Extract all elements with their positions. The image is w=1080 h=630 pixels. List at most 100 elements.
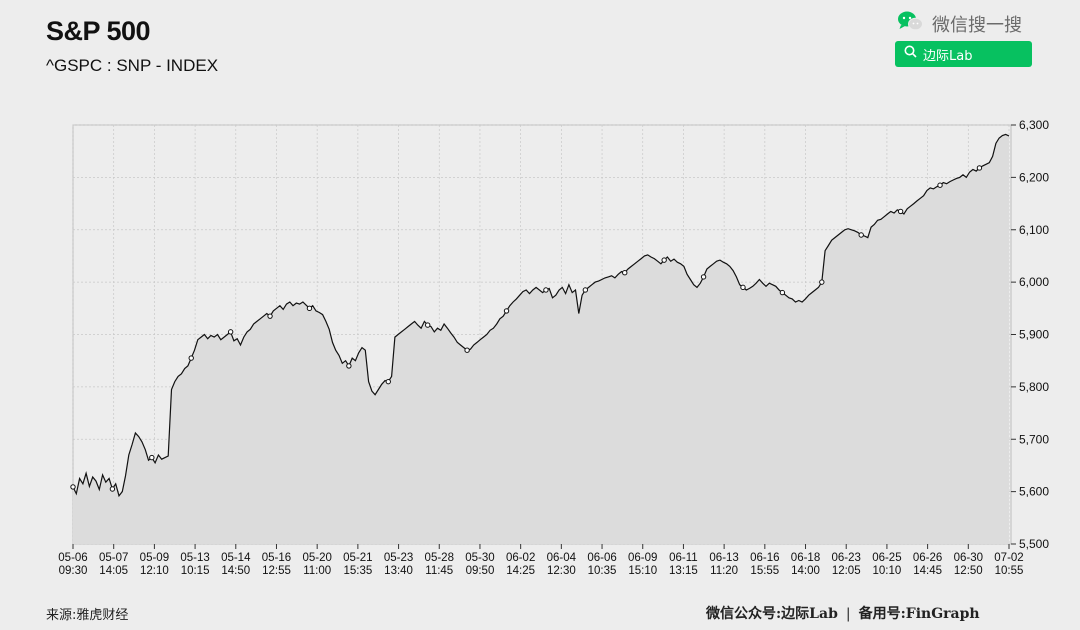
wechat-search-banner[interactable]: 微信搜一搜: [896, 10, 1022, 37]
y-tick-label: 5,900: [1019, 328, 1049, 342]
x-tick-date: 05-09: [140, 552, 169, 564]
x-tick-time: 09:50: [466, 565, 495, 577]
x-tick-time: 14:25: [506, 565, 535, 577]
x-tick-date: 05-14: [221, 552, 251, 564]
y-tick-label: 5,700: [1019, 432, 1049, 446]
x-tick-date: 06-18: [791, 552, 820, 564]
account-name: 边际Lab: [781, 606, 838, 622]
x-tick-time: 11:20: [710, 565, 738, 577]
x-tick-time: 10:10: [873, 565, 902, 577]
session-marker: [779, 289, 786, 296]
backup-prefix: 备用号:: [858, 606, 906, 622]
y-tick-label: 5,500: [1019, 537, 1049, 551]
x-tick-date: 05-21: [343, 552, 372, 564]
price-markers: [70, 165, 983, 492]
ticker-subtitle: ^GSPC : SNP - INDEX: [46, 56, 219, 75]
search-text: 边际Lab: [923, 48, 973, 64]
session-marker: [503, 308, 510, 314]
x-tick-time: 10:15: [181, 565, 210, 577]
account-separator: |: [845, 606, 851, 622]
session-marker: [385, 378, 391, 385]
x-tick-date: 06-25: [872, 552, 901, 564]
x-tick-time: 15:35: [343, 565, 372, 577]
x-tick-time: 11:45: [425, 565, 453, 577]
y-tick-label: 6,300: [1019, 118, 1049, 132]
x-tick-time: 14:05: [99, 565, 128, 577]
x-tick-time: 15:55: [750, 565, 779, 577]
x-tick-time: 12:50: [954, 565, 983, 577]
x-tick-date: 05-07: [99, 552, 128, 564]
x-tick-time: 10:55: [995, 565, 1024, 577]
x-tick-time: 14:00: [791, 565, 820, 577]
x-tick-time: 12:10: [140, 565, 169, 577]
session-marker: [464, 347, 470, 353]
session-marker: [188, 355, 194, 361]
wechat-icon: [896, 10, 924, 37]
page-title: S&P 500: [46, 16, 151, 46]
x-tick-time: 11:00: [303, 565, 331, 577]
y-tick-label: 6,100: [1019, 223, 1049, 237]
session-marker: [700, 274, 707, 280]
x-tick-date: 05-16: [262, 552, 291, 564]
x-tick-time: 12:30: [547, 565, 576, 577]
session-marker: [937, 182, 943, 188]
x-tick-time: 13:15: [669, 565, 698, 577]
x-tick-date: 06-04: [547, 552, 577, 564]
price-area-fill: [73, 134, 1009, 544]
x-tick-date: 06-11: [669, 552, 698, 564]
x-tick-date: 06-13: [709, 552, 738, 564]
wechat-search-label: 微信搜一搜: [932, 14, 1022, 36]
x-tick-time: 10:35: [588, 565, 617, 577]
session-marker: [424, 322, 431, 328]
x-tick-date: 05-13: [180, 552, 209, 564]
x-tick-date: 05-30: [465, 552, 494, 564]
session-marker: [858, 232, 864, 238]
search-icon: [904, 45, 917, 63]
x-tick-time: 09:30: [59, 565, 88, 577]
session-marker: [109, 486, 116, 492]
backup-name: FinGraph: [905, 606, 980, 622]
session-marker: [543, 287, 549, 293]
x-tick-time: 13:40: [384, 565, 413, 577]
session-marker: [346, 363, 352, 369]
x-tick-time: 15:10: [628, 565, 657, 577]
x-tick-date: 06-09: [628, 552, 657, 564]
y-tick-label: 5,800: [1019, 380, 1049, 394]
session-marker: [267, 313, 273, 319]
x-tick-time: 12:55: [262, 565, 291, 577]
session-marker: [70, 484, 76, 490]
account-prefix: 微信公众号:: [706, 606, 782, 622]
session-marker: [149, 454, 155, 461]
x-tick-date: 05-06: [58, 552, 87, 564]
x-tick-time: 14:50: [221, 565, 250, 577]
x-tick-date: 06-06: [587, 552, 616, 564]
session-marker: [819, 279, 825, 285]
search-button[interactable]: 边际Lab: [895, 41, 1032, 67]
y-tick-label: 6,000: [1019, 275, 1049, 289]
x-tick-date: 06-26: [913, 552, 942, 564]
x-tick-date: 05-23: [384, 552, 413, 564]
x-tick-date: 05-28: [425, 552, 454, 564]
account-note: 微信公众号:边际Lab | 备用号:FinGraph: [706, 603, 980, 623]
x-tick-date: 07-02: [994, 552, 1023, 564]
x-tick-date: 06-30: [954, 552, 983, 564]
y-tick-label: 5,600: [1019, 485, 1049, 499]
x-tick-date: 06-02: [506, 552, 535, 564]
x-tick-time: 14:45: [913, 565, 942, 577]
session-marker: [306, 305, 313, 312]
x-tick-date: 05-20: [302, 552, 331, 564]
session-marker: [976, 165, 983, 171]
session-marker: [582, 287, 589, 293]
source-note: 来源:雅虎财经: [46, 608, 129, 623]
session-marker: [622, 269, 628, 276]
session-marker: [661, 257, 667, 263]
x-tick-time: 12:05: [832, 565, 861, 577]
session-marker: [740, 284, 746, 291]
y-tick-label: 6,200: [1019, 170, 1049, 184]
session-marker: [897, 208, 904, 215]
x-tick-date: 06-16: [750, 552, 779, 564]
x-tick-date: 06-23: [832, 552, 861, 564]
y-axis: 5,500 5,600 5,700 5,800 5,900 6,000 6,100 6,200…: [1011, 118, 1049, 551]
